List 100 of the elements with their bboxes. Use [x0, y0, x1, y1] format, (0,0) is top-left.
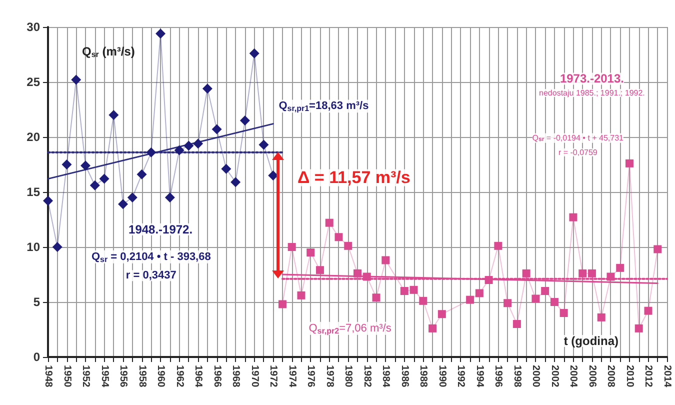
point — [193, 138, 204, 149]
point — [258, 140, 269, 150]
point — [334, 233, 343, 242]
point — [354, 269, 362, 278]
point — [400, 287, 408, 295]
point — [428, 324, 437, 332]
point — [541, 287, 550, 295]
x-tick-label: 1976 — [305, 365, 316, 388]
point — [127, 192, 138, 202]
point — [522, 269, 530, 278]
point — [43, 196, 53, 206]
x-tick-label: 1978 — [324, 365, 335, 388]
point — [504, 299, 512, 308]
point — [597, 313, 606, 322]
point — [278, 300, 286, 308]
point — [288, 243, 296, 251]
point — [588, 269, 596, 278]
annotation: r = -0,0759 — [558, 148, 598, 157]
point — [644, 306, 652, 315]
point — [212, 124, 222, 134]
y-tick-label: 20 — [26, 130, 40, 144]
y-tick-label: 0 — [33, 350, 40, 364]
point — [316, 266, 324, 274]
point — [550, 298, 558, 306]
x-tick-label: 1998 — [511, 365, 522, 388]
point — [108, 110, 119, 120]
y-tick-label: 15 — [26, 185, 40, 199]
point — [532, 294, 540, 303]
x-tick-label: 1968 — [230, 365, 242, 388]
y-tick-label: 10 — [26, 240, 40, 254]
point — [306, 248, 315, 256]
x-tick-label: 2004 — [568, 365, 579, 388]
x-tick-label: 2002 — [548, 365, 560, 388]
x-tick-label: 1964 — [192, 365, 204, 388]
point — [569, 213, 578, 222]
x-tick-label: 1992 — [455, 365, 466, 388]
point — [560, 309, 568, 317]
annotation: Δ = 11,57 m³/s — [297, 168, 410, 188]
point — [578, 269, 587, 278]
x-tick-label: 1970 — [248, 365, 260, 388]
point — [654, 245, 662, 254]
point — [625, 159, 634, 168]
point — [616, 264, 624, 272]
x-tick-label: 1986 — [398, 365, 410, 388]
y-tick-label: 25 — [26, 75, 40, 89]
x-tick-label: 1966 — [211, 365, 222, 388]
point — [240, 116, 250, 126]
annotation: nedostaju 1985.; 1991.; 1992. — [539, 88, 645, 98]
point — [249, 48, 260, 58]
x-tick-label: 1982 — [361, 365, 372, 388]
point — [372, 294, 380, 302]
point — [606, 272, 615, 281]
annotation: 1948.-1972. — [128, 222, 193, 236]
x-tick-label: 1994 — [474, 365, 485, 388]
x-tick-label: 2010 — [624, 365, 635, 388]
x-tick-label: 2000 — [530, 365, 542, 388]
x-tick-label: 1988 — [418, 365, 429, 388]
point — [71, 74, 82, 85]
point — [634, 324, 643, 332]
point — [362, 272, 371, 281]
x-tick-label: 1960 — [155, 365, 166, 388]
x-tick-label: 2006 — [586, 365, 598, 388]
y-axis-title: Qsr (m³/s) — [82, 44, 135, 59]
x-tick-label: 1996 — [492, 365, 504, 388]
point — [174, 145, 184, 156]
x-tick-label: 2014 — [662, 365, 672, 388]
point — [475, 289, 484, 298]
point — [512, 320, 521, 328]
point — [202, 84, 212, 94]
point — [164, 192, 175, 202]
x-tick-label: 1956 — [118, 365, 129, 388]
x-tick-label: 2012 — [642, 365, 654, 388]
y-tick-label: 5 — [33, 295, 40, 309]
point — [344, 242, 352, 250]
x-tick-label: 1962 — [174, 365, 185, 388]
point — [419, 296, 428, 305]
point — [52, 242, 62, 252]
x-tick-label: 1950 — [61, 365, 72, 388]
x-tick-label: 1952 — [80, 365, 92, 388]
point — [80, 160, 91, 171]
point — [118, 199, 128, 210]
x-tick-label: 1974 — [286, 365, 298, 388]
point — [297, 291, 306, 300]
point — [136, 169, 147, 180]
point — [494, 242, 502, 250]
annotation: r = 0,3437 — [126, 270, 176, 282]
x-axis-title: t (godina) — [564, 334, 618, 348]
x-tick-label: 1990 — [436, 365, 448, 388]
x-tick-label: 1958 — [136, 365, 148, 388]
point — [438, 310, 446, 318]
point — [484, 276, 493, 284]
x-tick-label: 1972 — [268, 365, 279, 388]
point — [221, 164, 232, 174]
point — [99, 174, 110, 184]
point — [156, 28, 166, 39]
point — [382, 256, 390, 264]
x-tick-label: 1954 — [98, 365, 110, 388]
point — [325, 218, 334, 227]
x-tick-label: 1984 — [380, 365, 392, 388]
point — [90, 180, 100, 190]
